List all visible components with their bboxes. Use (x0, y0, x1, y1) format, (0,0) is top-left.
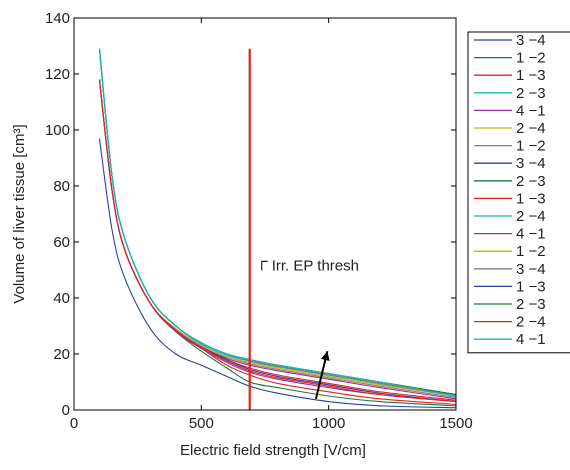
y-tick-label: 100 (45, 122, 70, 139)
plot-frame (73, 17, 457, 411)
legend-label: 1 −3 (516, 67, 546, 84)
x-tick-label: 1500 (439, 415, 472, 432)
legend-label: 2 −3 (516, 296, 546, 313)
legend-label: 4 −1 (516, 226, 546, 243)
y-tick-label: 0 (62, 402, 70, 419)
legend-label: 4 −1 (516, 102, 546, 119)
threshold-layer: Irr. EP thresh (248, 48, 359, 410)
legend-label: 1 −3 (516, 278, 546, 295)
legend-label: 2 −4 (516, 120, 546, 137)
threshold-label-marker (261, 260, 268, 271)
legend-label: 1 −2 (516, 243, 546, 260)
series-line-18 (98, 48, 456, 397)
plot-background (74, 18, 456, 410)
y-tick-label: 140 (45, 10, 70, 27)
y-tick-label: 20 (53, 346, 70, 363)
y-tick-label: 120 (45, 66, 70, 83)
plot-area (74, 18, 456, 410)
legend-label: 1 −3 (516, 190, 546, 207)
trend-arrow-head (320, 351, 330, 362)
legend-label: 2 −4 (516, 208, 546, 225)
legend-label: 4 −1 (516, 331, 546, 348)
y-axis-label: Volume of liver tissue [cm³] (11, 124, 28, 303)
y-tick-label: 60 (53, 234, 70, 251)
x-tick-label: 500 (189, 415, 214, 432)
x-tick-label: 1000 (312, 415, 345, 432)
series-line-1 (98, 138, 456, 409)
legend-label: 3 −4 (516, 261, 546, 278)
y-tick-label: 40 (53, 290, 70, 307)
legend-label: 1 −2 (516, 50, 546, 67)
legend-label: 3 −4 (516, 155, 546, 172)
legend-label: 2 −4 (516, 314, 546, 331)
legend: 3 −41 −21 −32 −34 −12 −41 −23 −42 −31 −3… (467, 31, 570, 354)
series-line-17 (98, 79, 456, 403)
x-axis-label: Electric field strength [V/cm] (180, 442, 366, 459)
threshold-label: Irr. EP thresh (272, 257, 359, 274)
x-tick-label: 0 (70, 415, 78, 432)
series-layer (98, 48, 456, 409)
legend-box (467, 31, 570, 354)
axes-layer: 0 500 1000 1500 0 20 40 60 80 100 120 140 Electric f… (11, 10, 473, 459)
legend-label: 3 −4 (516, 32, 546, 49)
legend-label: 2 −3 (516, 173, 546, 190)
legend-label: 2 −3 (516, 85, 546, 102)
y-tick-label: 80 (53, 178, 70, 195)
legend-label: 1 −2 (516, 138, 546, 155)
